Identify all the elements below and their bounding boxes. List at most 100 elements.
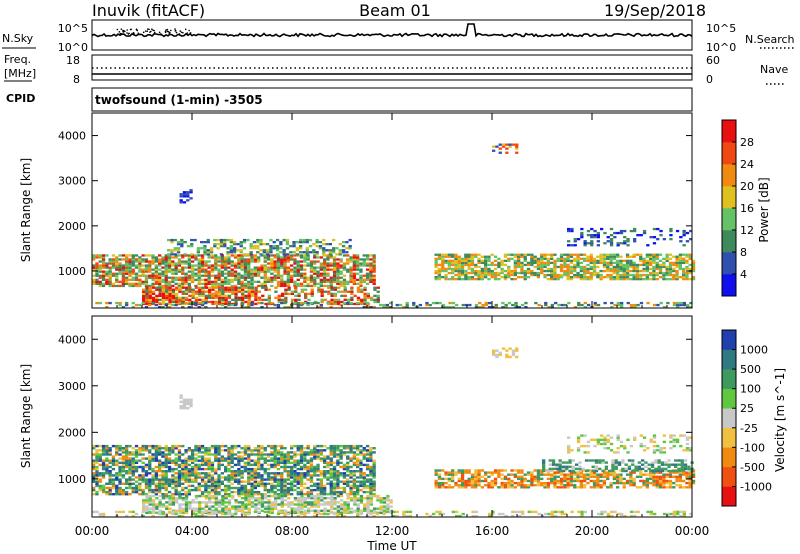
heatmap-cell [460, 269, 465, 273]
heatmap-cell [280, 266, 284, 269]
heatmap-cell [164, 493, 168, 496]
heatmap-cell [292, 251, 296, 254]
heatmap-cell [316, 493, 320, 496]
colorbar-tick-label: 8 [740, 246, 747, 259]
heatmap-cell [227, 260, 231, 263]
heatmap-cell [365, 474, 370, 477]
heatmap-cell [118, 488, 122, 492]
heatmap-cell [313, 451, 317, 454]
heatmap-cell [174, 463, 178, 467]
heatmap-cell [239, 249, 243, 252]
heatmap-cell [220, 284, 224, 288]
heatmap-cell [622, 263, 626, 267]
heatmap-cell [138, 465, 142, 469]
heatmap-cell [500, 271, 504, 275]
heatmap-cell [613, 231, 617, 235]
heatmap-cell [257, 490, 261, 494]
heatmap-cell [118, 453, 122, 456]
heatmap-cell [227, 290, 232, 293]
heatmap-cell [229, 249, 233, 252]
heatmap-cell [190, 243, 194, 246]
heatmap-cell [273, 266, 277, 269]
heatmap-cell [164, 262, 168, 265]
heatmap-cell [206, 241, 210, 244]
heatmap-cell [622, 278, 626, 281]
heatmap-cell [154, 493, 158, 496]
heatmap-cell [179, 201, 183, 204]
heatmap-cell [125, 459, 129, 462]
heatmap-cell [131, 474, 135, 477]
heatmap-cell [267, 499, 271, 502]
heatmap-cell [257, 260, 261, 263]
heatmap-cell [283, 499, 288, 502]
heatmap-cell [92, 447, 96, 450]
heatmap-cell [167, 447, 172, 450]
heatmap-cell [306, 459, 310, 462]
heatmap-cell [382, 507, 387, 510]
heatmap-cell [220, 480, 224, 483]
heatmap-cell [282, 238, 286, 242]
heatmap-cell [336, 268, 340, 271]
heatmap-cell [302, 238, 306, 242]
heatmap-cell [224, 260, 228, 263]
heatmap-cell [253, 268, 257, 271]
heatmap-cell [616, 512, 620, 516]
heatmap-cell [154, 486, 158, 490]
heatmap-cell [366, 509, 370, 512]
heatmap-cell [645, 253, 649, 256]
search-dot [174, 28, 176, 30]
heatmap-cell [451, 253, 455, 256]
heatmap-cell [346, 482, 350, 485]
heatmap-cell [434, 271, 438, 275]
heatmap-cell [313, 270, 317, 273]
heatmap-cell [177, 493, 182, 496]
heatmap-cell [181, 470, 185, 473]
heatmap-cell [220, 455, 224, 458]
heatmap-cell [210, 486, 215, 490]
heatmap-cell [191, 455, 195, 458]
heatmap-cell [161, 463, 165, 467]
heatmap-cell [649, 261, 653, 264]
heatmap-cell [151, 505, 156, 508]
heatmap-cell [342, 444, 347, 448]
heatmap-cell [372, 258, 376, 261]
heatmap-cell [204, 451, 208, 454]
heatmap-cell [434, 259, 438, 262]
heatmap-cell [247, 453, 251, 456]
heatmap-cell [666, 512, 670, 516]
heatmap-cell [144, 282, 149, 285]
heatmap-cell [305, 253, 309, 256]
heatmap-cell [338, 243, 342, 246]
heatmap-cell [115, 274, 119, 277]
heatmap-cell [158, 301, 162, 305]
heatmap-cell [197, 258, 201, 261]
heatmap-cell [257, 467, 261, 471]
heatmap-cell [253, 482, 257, 485]
heatmap-cell [227, 303, 231, 307]
heatmap-cell [174, 262, 178, 265]
heatmap-cell [247, 463, 251, 467]
heatmap-cell [131, 457, 135, 460]
heatmap-cell [260, 474, 264, 477]
heatmap-cell [134, 284, 139, 288]
heatmap-cell [234, 505, 238, 508]
heatmap-cell [303, 482, 307, 485]
heatmap-cell [125, 276, 129, 279]
heatmap-cell [553, 271, 557, 275]
heatmap-cell [125, 303, 129, 307]
heatmap-cell [177, 451, 182, 454]
heatmap-cell [490, 276, 494, 279]
heatmap-cell [293, 258, 297, 261]
heatmap-cell [675, 278, 679, 281]
heatmap-cell [319, 303, 323, 307]
heatmap-cell [280, 260, 284, 263]
heatmap-cell [530, 510, 535, 514]
heatmap-cell [154, 280, 158, 283]
heatmap-cell [526, 261, 531, 264]
heatmap-cell [293, 474, 297, 477]
heatmap-cell [211, 292, 215, 295]
heatmap-cell [296, 472, 300, 475]
heatmap-cell [580, 231, 584, 235]
heatmap-cell [200, 514, 205, 518]
heatmap-cell [174, 486, 178, 490]
